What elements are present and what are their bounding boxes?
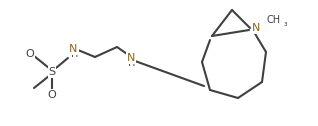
Text: N: N	[252, 23, 260, 33]
Text: O: O	[48, 90, 56, 100]
Text: H: H	[71, 49, 79, 59]
Text: S: S	[48, 67, 56, 77]
Text: CH: CH	[267, 15, 281, 25]
Text: N: N	[127, 53, 135, 63]
Text: O: O	[26, 49, 34, 59]
Text: N: N	[69, 44, 77, 54]
Text: H: H	[128, 58, 136, 68]
Text: ₃: ₃	[283, 20, 287, 28]
